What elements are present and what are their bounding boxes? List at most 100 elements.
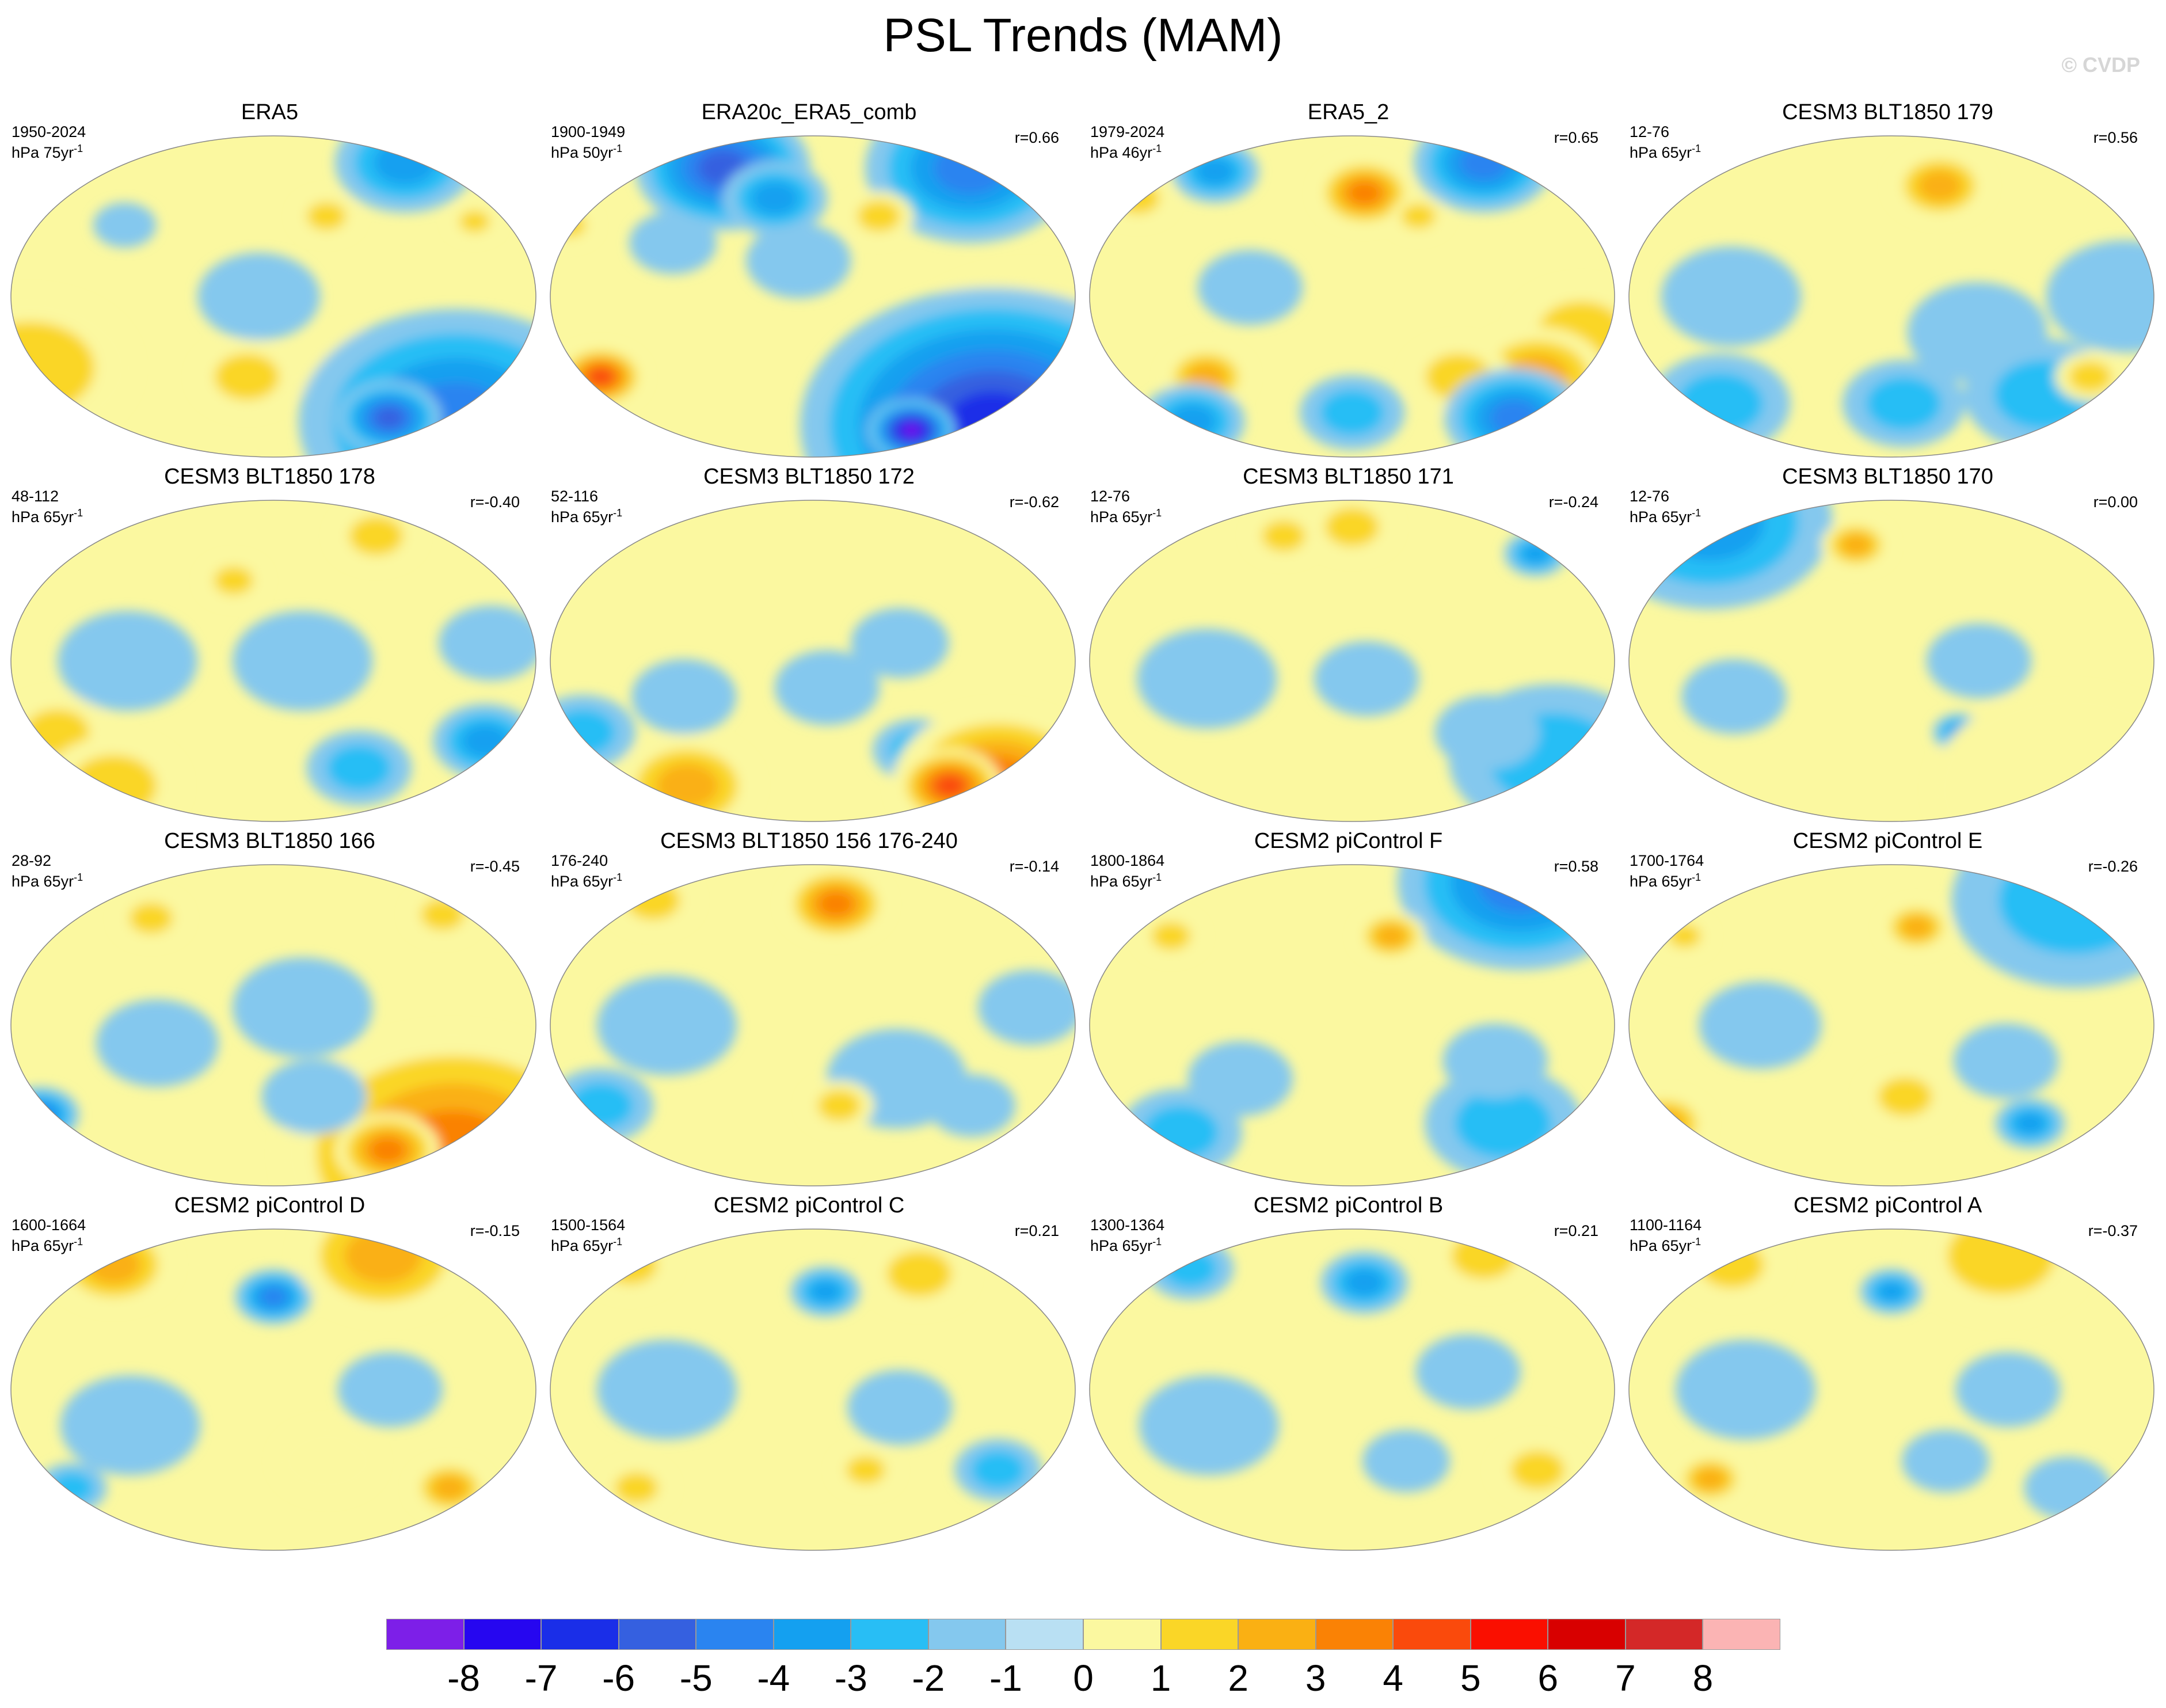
trend-contour [1926,623,2032,699]
trend-contour [421,899,465,930]
map-outline [1089,500,1615,822]
panel-title: CESM3 BLT1850 166 [164,829,375,853]
trend-contour [629,211,717,275]
trend-contour [1953,1023,2059,1099]
trend-contour [597,975,737,1075]
trend-contour [197,253,321,340]
panel-years: 12-76 [1630,488,1670,505]
colorbar-label: 0 [1073,1657,1094,1699]
trend-contour [1314,641,1419,717]
trend-contour [857,200,901,232]
trend-contour [1151,922,1191,950]
trend-contour [903,424,920,436]
trend-contour [656,763,718,808]
trend-map [10,864,536,1186]
colorbar-box [1393,1619,1471,1650]
trend-contour [326,744,391,792]
panel-correlation: r=0.65 [1554,129,1598,146]
colorbar-box [618,1619,696,1650]
panel-years: 48-112 [12,488,59,505]
colorbar-box [1006,1619,1083,1650]
panel-correlation: r=0.00 [2093,493,2138,511]
panel-units: hPa 65yr-1 [12,872,83,890]
trend-map [10,135,536,458]
trend-contour [369,1137,406,1163]
panel-years: 1600-1664 [12,1216,86,1234]
trend-contour [232,957,373,1057]
panel-units: hPa 65yr-1 [551,1236,623,1254]
trend-contour [2046,240,2154,353]
trend-contour [597,1340,737,1440]
trend-map [1089,500,1615,822]
panel-units: hPa 65yr-1 [1090,507,1162,526]
trend-map [1089,1228,1615,1551]
map-panel: CESM2 piControl A 1100-1164 hPa 65yr-1 r=-0… [1618,1192,2157,1558]
trend-contour [86,1245,141,1284]
colorbar-label: 1 [1150,1657,1171,1699]
trend-contour [946,391,1040,457]
panel-correlation: r=-0.45 [470,858,520,875]
panel-years: 1800-1864 [1090,852,1165,869]
colorbar-label: -2 [912,1657,945,1699]
trend-map [1628,1228,2154,1551]
panel-units: hPa 75yr-1 [12,143,83,161]
trend-contour [1319,389,1385,436]
trend-contour [1677,372,1764,435]
trend-map [1628,135,2154,458]
colorbar-label: -4 [757,1657,790,1699]
colorbar-box [773,1619,851,1650]
panel-units: hPa 65yr-1 [1630,1236,1701,1254]
map-panel: ERA20c_ERA5_comb 1900-1949 hPa 50yr-1 r=0.6… [539,99,1079,465]
panel-correlation: r=-0.26 [2088,858,2138,875]
trend-map [10,1228,536,1551]
trend-contour [1401,204,1436,229]
map-outline [10,135,536,458]
map-outline [1089,1228,1615,1551]
trend-contour [2068,361,2112,393]
trend-contour [1262,520,1305,551]
trend-contour [1187,1041,1293,1117]
trend-map [10,500,536,822]
trend-contour [626,881,680,920]
map-outline [1628,135,2154,458]
trend-contour [1877,1281,1906,1302]
trend-contour [27,1105,54,1124]
trend-contour [1699,982,1822,1069]
trend-map [550,500,1076,822]
colorbar [386,1619,1780,1652]
panel-units: hPa 65yr-1 [551,507,623,526]
trend-contour [847,1370,953,1445]
panel-years: 1950-2024 [12,123,86,140]
map-outline [10,864,536,1186]
colorbar-box [1160,1619,1239,1650]
trend-contour [1375,925,1407,948]
panel-years: 1500-1564 [551,1216,626,1234]
colorbar-box [463,1619,542,1650]
panel-title: CESM3 BLT1850 170 [1782,465,1993,489]
trend-contour [214,566,253,595]
panel-correlation: r=0.66 [1014,129,1059,146]
trend-contour [275,1423,380,1499]
colorbar-label: 6 [1537,1657,1559,1699]
trend-contour [344,1229,422,1284]
trend-contour [1197,250,1303,325]
panel-title: CESM2 piControl D [174,1193,366,1218]
map-panel: CESM3 BLT1850 171 12-76 hPa 65yr-1 r=-0.24 [1079,463,1618,829]
trend-contour [462,724,509,758]
trend-contour [1521,543,1550,564]
panel-title: CESM3 BLT1850 179 [1782,100,1993,124]
colorbar-label: 8 [1692,1657,1714,1699]
trend-contour [1451,1233,1516,1279]
colorbar-box [851,1619,928,1650]
trend-contour [1347,181,1382,206]
panel-units: hPa 65yr-1 [12,1236,83,1254]
trend-map [550,864,1076,1186]
panel-title: CESM2 piControl A [1793,1193,1982,1218]
map-panel: CESM3 BLT1850 170 12-76 hPa 65yr-1 r=0.00 [1618,463,2157,829]
trend-contour [1699,1241,1764,1288]
colorbar-label: 7 [1615,1657,1636,1699]
trend-contour [1695,1467,1726,1490]
trend-contour [1362,1429,1450,1493]
panel-units: hPa 65yr-1 [1630,143,1701,161]
trend-contour [928,1074,1016,1137]
